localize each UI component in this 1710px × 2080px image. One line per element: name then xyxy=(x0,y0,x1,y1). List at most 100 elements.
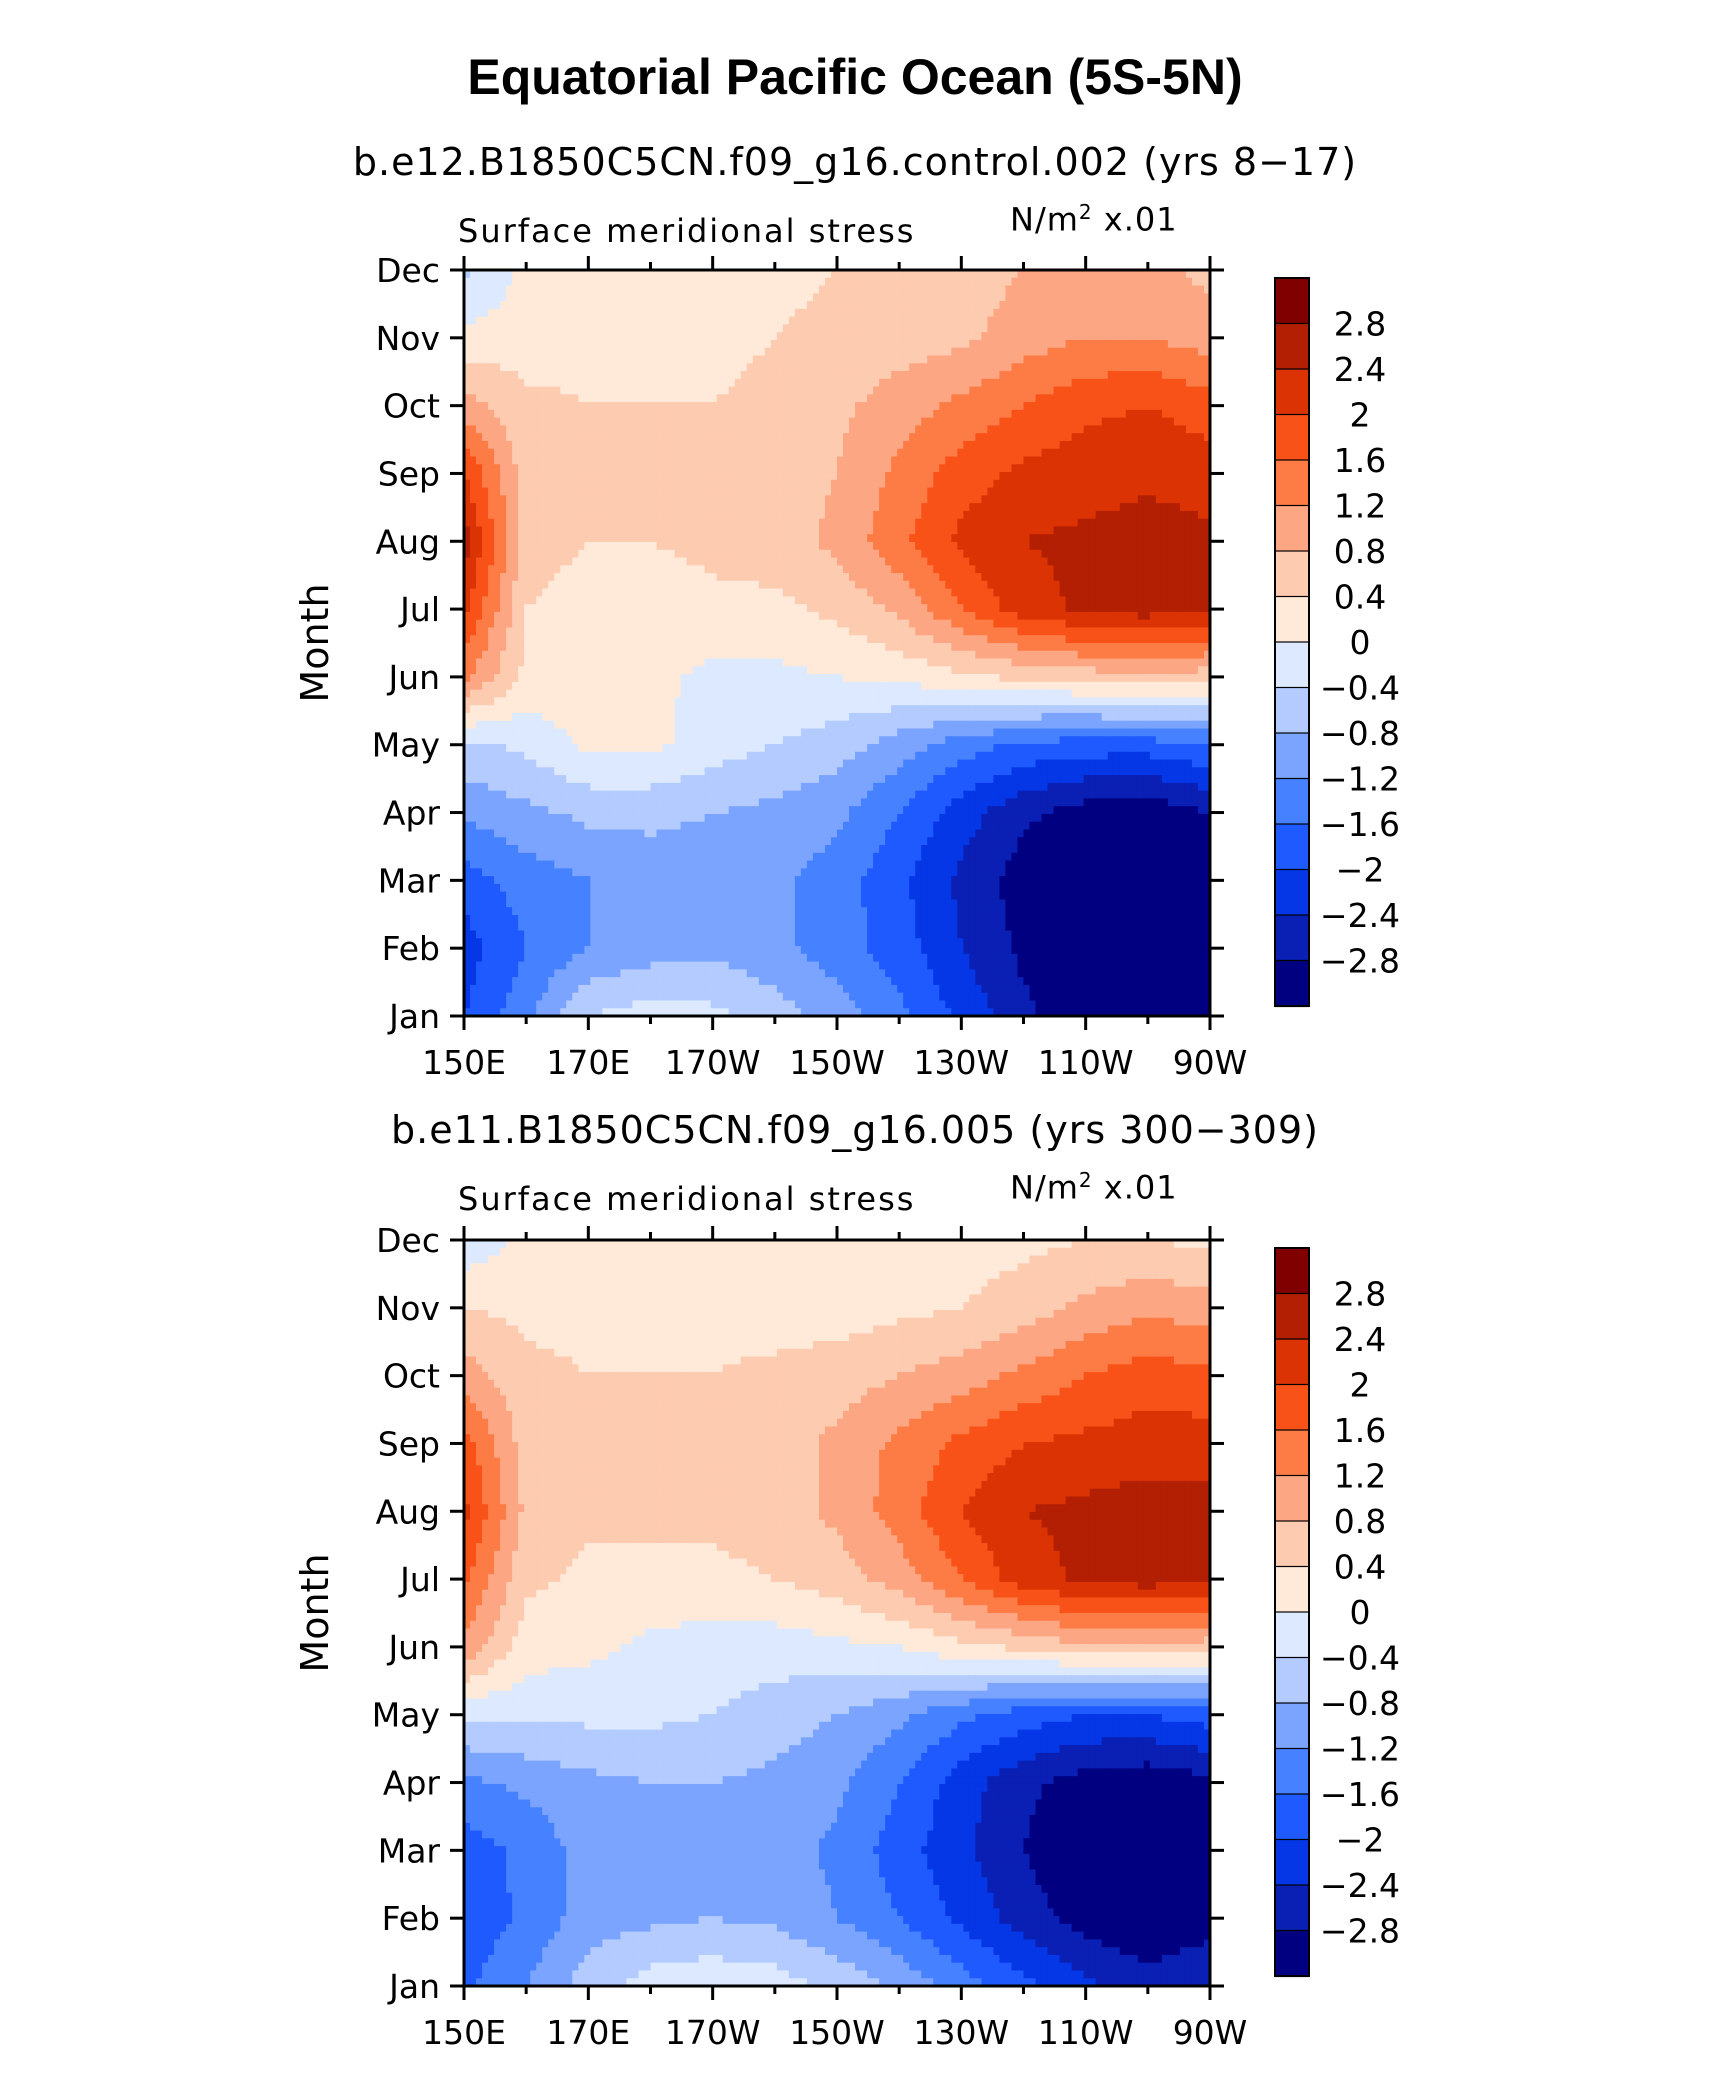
field-cell xyxy=(915,410,922,418)
field-cell xyxy=(1096,324,1103,332)
field-cell xyxy=(1005,449,1012,457)
field-cell xyxy=(590,457,597,465)
field-cell xyxy=(482,394,489,402)
field-cell xyxy=(897,340,904,348)
field-cell xyxy=(548,433,555,441)
field-cell xyxy=(470,309,477,317)
field-cell xyxy=(626,394,633,402)
field-cell xyxy=(614,394,621,402)
field-cell xyxy=(554,433,561,441)
field-cell xyxy=(1144,542,1151,550)
field-cell xyxy=(777,425,784,433)
field-cell xyxy=(789,387,796,395)
field-cell xyxy=(1108,332,1115,340)
field-cell xyxy=(747,425,754,433)
field-cell xyxy=(939,410,946,418)
field-cell xyxy=(542,317,549,325)
field-cell xyxy=(777,542,784,550)
field-cell xyxy=(723,511,730,519)
field-cell xyxy=(632,449,639,457)
field-cell xyxy=(572,394,579,402)
field-cell xyxy=(632,433,639,441)
field-cell xyxy=(975,519,982,527)
field-cell xyxy=(638,425,645,433)
field-cell xyxy=(1084,418,1091,426)
field-cell xyxy=(705,526,712,534)
field-cell xyxy=(651,348,658,356)
field-cell xyxy=(476,573,483,581)
field-cell xyxy=(657,558,664,566)
field-cell xyxy=(1005,324,1012,332)
field-cell xyxy=(1168,519,1175,527)
field-cell xyxy=(632,387,639,395)
field-cell xyxy=(813,449,820,457)
field-cell xyxy=(777,278,784,286)
field-cell xyxy=(999,480,1006,488)
field-cell xyxy=(530,425,537,433)
field-cell xyxy=(747,293,754,301)
field-cell xyxy=(524,371,531,379)
field-cell xyxy=(1078,441,1085,449)
field-cell xyxy=(1144,488,1151,496)
field-cell xyxy=(663,472,670,480)
field-cell xyxy=(927,480,934,488)
field-cell xyxy=(735,402,742,410)
field-cell xyxy=(1108,558,1115,566)
field-cell xyxy=(488,410,495,418)
field-cell xyxy=(608,573,615,581)
field-cell xyxy=(518,394,525,402)
field-cell xyxy=(1005,317,1012,325)
field-cell xyxy=(506,324,513,332)
field-cell xyxy=(741,425,748,433)
field-cell xyxy=(765,371,772,379)
field-cell xyxy=(855,511,862,519)
field-cell xyxy=(687,503,694,511)
field-cell xyxy=(849,301,856,309)
field-cell xyxy=(1096,457,1103,465)
field-cell xyxy=(1180,565,1187,573)
field-cell xyxy=(1042,418,1049,426)
field-cell xyxy=(494,550,501,558)
field-cell xyxy=(1120,542,1127,550)
field-cell xyxy=(915,449,922,457)
field-cell xyxy=(644,293,651,301)
field-cell xyxy=(1180,348,1187,356)
field-cell xyxy=(638,550,645,558)
field-cell xyxy=(927,449,934,457)
field-cell xyxy=(879,495,886,503)
field-cell xyxy=(608,534,615,542)
field-cell xyxy=(1011,464,1018,472)
field-cell xyxy=(488,565,495,573)
field-cell xyxy=(1066,387,1073,395)
field-cell xyxy=(1060,519,1067,527)
field-cell xyxy=(1048,550,1055,558)
field-cell xyxy=(1066,550,1073,558)
field-cell xyxy=(759,433,766,441)
field-cell xyxy=(596,480,603,488)
field-cell xyxy=(614,317,621,325)
field-cell xyxy=(699,558,706,566)
field-cell xyxy=(957,503,964,511)
field-cell xyxy=(921,503,928,511)
field-cell xyxy=(741,565,748,573)
field-cell xyxy=(1186,511,1193,519)
field-cell xyxy=(512,363,519,371)
field-cell xyxy=(1174,457,1181,465)
field-cell xyxy=(897,355,904,363)
field-cell xyxy=(602,410,609,418)
field-cell xyxy=(1036,565,1043,573)
field-cell xyxy=(969,550,976,558)
field-cell xyxy=(1144,534,1151,542)
field-cell xyxy=(512,480,519,488)
field-cell xyxy=(753,379,760,387)
field-cell xyxy=(1144,449,1151,457)
field-cell xyxy=(1120,573,1127,581)
field-cell xyxy=(855,464,862,472)
field-cell xyxy=(693,324,700,332)
field-cell xyxy=(771,550,778,558)
field-cell xyxy=(651,573,658,581)
field-cell xyxy=(584,293,591,301)
field-cell xyxy=(1084,309,1091,317)
field-cell xyxy=(837,309,844,317)
field-cell xyxy=(861,379,868,387)
